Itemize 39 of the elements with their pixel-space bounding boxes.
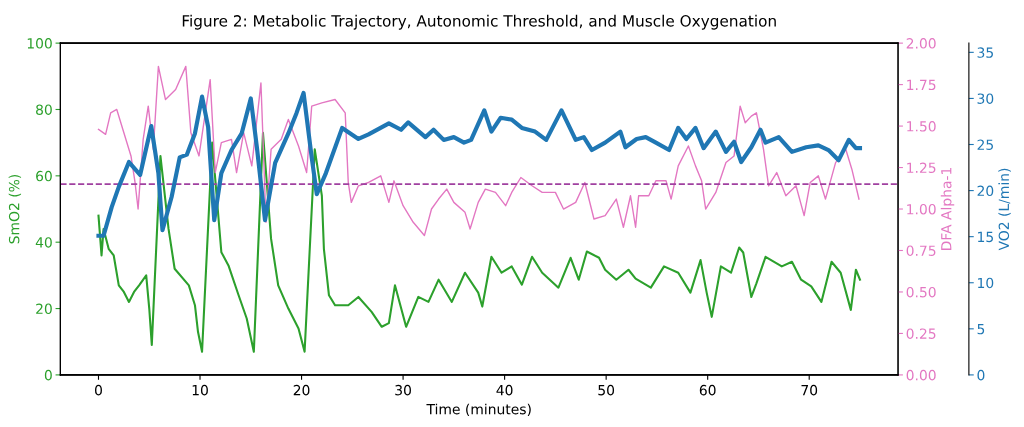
y2-axis-title: DFA Alpha-1 bbox=[940, 167, 955, 250]
x-tick-label: 40 bbox=[496, 384, 513, 396]
x-tick-label: 60 bbox=[699, 384, 716, 396]
y3-tick-label: 20 bbox=[977, 185, 994, 197]
y3-tick-label: 15 bbox=[978, 231, 993, 243]
x-tick-label: 30 bbox=[395, 384, 411, 396]
y-tick-label: 40 bbox=[35, 237, 52, 248]
y-tick-label: 100 bbox=[27, 38, 52, 49]
y2-tick-label: 1.25 bbox=[907, 162, 936, 174]
y-tick-label: 80 bbox=[36, 104, 52, 115]
y2-tick-label: 1.75 bbox=[907, 79, 936, 91]
y3-tick-label: 5 bbox=[977, 323, 985, 335]
y2-tick-label: 0.25 bbox=[906, 328, 936, 339]
x-axis-title: Time (minutes) bbox=[426, 403, 531, 417]
x-tick-label: 0 bbox=[94, 384, 102, 396]
y3-tick-label: 0 bbox=[977, 369, 985, 381]
y3-tick-label: 30 bbox=[977, 93, 994, 104]
chart-title: Figure 2: Metabolic Trajectory, Autonomic Threshold, and Muscle Oxygenation bbox=[182, 14, 776, 30]
y2-tick-label: 0.75 bbox=[906, 245, 936, 256]
y2-tick-label: 1.00 bbox=[907, 203, 936, 215]
y-axis-title: SmO2 (%) bbox=[8, 174, 22, 244]
y-tick-label: 20 bbox=[36, 303, 52, 315]
y-tick-label: 60 bbox=[36, 170, 52, 182]
y3-tick-label: 10 bbox=[978, 277, 994, 289]
y2-tick-label: 2.00 bbox=[906, 38, 936, 49]
line-series bbox=[97, 65, 860, 237]
x-tick-label: 70 bbox=[801, 384, 818, 396]
line-series bbox=[97, 131, 862, 353]
y3-tick-label: 25 bbox=[977, 139, 993, 150]
y2-tick-label: 0.00 bbox=[906, 369, 936, 381]
x-tick-label: 10 bbox=[192, 384, 208, 396]
y3-axis-title: VO2 (L/min) bbox=[998, 168, 1011, 251]
y-tick-label: 0 bbox=[44, 369, 52, 381]
line-series bbox=[96, 90, 863, 238]
x-tick-label: 50 bbox=[598, 384, 615, 396]
y2-tick-label: 0.50 bbox=[906, 286, 936, 298]
x-tick-label: 20 bbox=[293, 384, 310, 396]
y2-tick-label: 1.50 bbox=[907, 121, 936, 132]
y3-tick-label: 35 bbox=[977, 47, 993, 58]
